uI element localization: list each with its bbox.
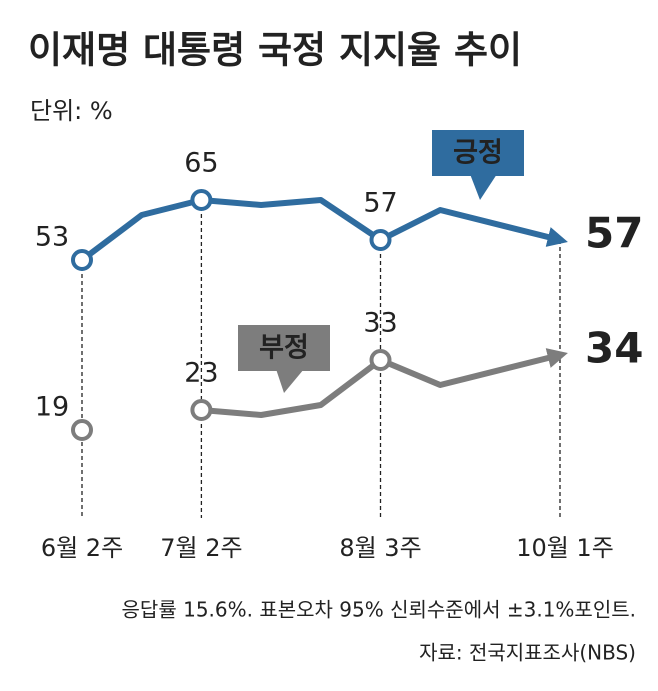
end-label: 34 bbox=[585, 324, 643, 373]
point bbox=[190, 399, 213, 421]
point bbox=[190, 189, 213, 211]
data-label: 65 bbox=[184, 148, 218, 179]
data-label: 33 bbox=[363, 308, 397, 339]
end-label: 57 bbox=[585, 209, 643, 258]
point bbox=[369, 229, 392, 251]
legend-label: 부정 bbox=[259, 333, 309, 364]
point bbox=[369, 349, 392, 371]
legend-box bbox=[432, 130, 524, 176]
legend-tail bbox=[276, 369, 304, 393]
data-label: 23 bbox=[184, 358, 218, 389]
point bbox=[71, 419, 93, 441]
legend-label: 긍정 bbox=[453, 138, 503, 169]
series-line bbox=[201, 348, 568, 418]
x-tick-label: 10월 1주 bbox=[516, 534, 614, 562]
data-label: 53 bbox=[35, 222, 69, 253]
x-tick-label: 7월 2주 bbox=[160, 534, 242, 562]
x-tick-label: 8월 3주 bbox=[339, 534, 421, 562]
series-line bbox=[80, 197, 568, 263]
data-label: 57 bbox=[363, 188, 397, 219]
data-label: 19 bbox=[35, 392, 69, 423]
point bbox=[71, 249, 93, 271]
chart-subtitle: 단위: % bbox=[30, 97, 113, 125]
x-tick-label: 6월 2주 bbox=[41, 534, 123, 562]
legend-tail bbox=[470, 174, 497, 200]
chart-title: 이재명 대통령 국정 지지율 추이 bbox=[28, 29, 522, 72]
legend-box bbox=[238, 325, 330, 371]
footnote: 응답률 15.6%. 표본오차 95% 신뢰수준에서 ±3.1%포인트. bbox=[122, 598, 636, 622]
source: 자료: 전국지표조사(NBS) bbox=[419, 641, 636, 665]
